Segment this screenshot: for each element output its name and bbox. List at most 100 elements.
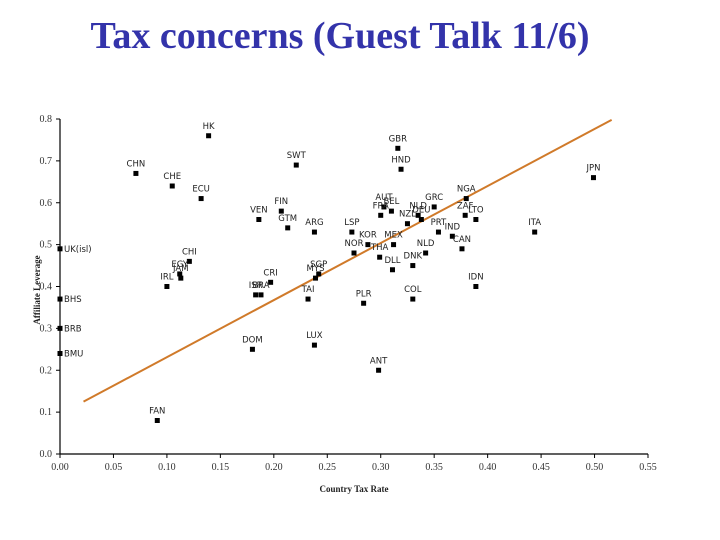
data-point: DOM bbox=[242, 335, 263, 352]
data-point: GRC bbox=[425, 193, 443, 210]
data-point: CHE bbox=[163, 172, 181, 189]
x-tick-label: 0.35 bbox=[425, 462, 443, 473]
point-label: CHE bbox=[163, 172, 181, 182]
square-marker-icon bbox=[449, 233, 455, 239]
data-point: CRI bbox=[263, 268, 278, 285]
square-marker-icon bbox=[57, 351, 63, 356]
point-label: NZL bbox=[399, 210, 416, 220]
x-tick-label: 0.30 bbox=[372, 462, 390, 473]
square-marker-icon bbox=[178, 275, 184, 281]
data-point: HND bbox=[391, 155, 411, 172]
data-point: CAN bbox=[453, 235, 471, 252]
data-point: NLD bbox=[417, 239, 435, 256]
x-tick-label: 0.20 bbox=[265, 462, 283, 473]
square-marker-icon bbox=[378, 212, 384, 218]
square-marker-icon bbox=[590, 175, 596, 181]
point-label: FIN bbox=[274, 197, 288, 207]
square-marker-icon bbox=[459, 246, 465, 252]
data-point: ARG bbox=[305, 218, 324, 235]
square-marker-icon bbox=[365, 242, 371, 248]
data-point: AUT bbox=[375, 193, 393, 210]
point-label: CHN bbox=[127, 159, 146, 169]
square-marker-icon bbox=[431, 204, 437, 210]
square-marker-icon bbox=[376, 367, 382, 373]
square-marker-icon bbox=[57, 246, 63, 252]
x-tick-label: 0.25 bbox=[319, 462, 337, 473]
y-tick-label: 0.8 bbox=[40, 114, 53, 125]
data-point: DEU bbox=[412, 206, 430, 222]
data-point: BHS bbox=[57, 295, 82, 305]
square-marker-icon bbox=[462, 212, 468, 218]
point-label: ECU bbox=[192, 185, 210, 195]
square-marker-icon bbox=[186, 258, 192, 264]
point-label: KOR bbox=[359, 231, 377, 241]
point-label: UK(isl) bbox=[64, 245, 92, 255]
point-label: THA bbox=[370, 243, 389, 253]
data-point: FIN bbox=[274, 197, 288, 214]
data-point: BRB bbox=[57, 324, 82, 334]
data-point: ITA bbox=[528, 218, 541, 235]
slide-title: Tax concerns (Guest Talk 11/6) bbox=[90, 15, 590, 57]
square-marker-icon bbox=[57, 296, 63, 302]
square-marker-icon bbox=[253, 292, 259, 298]
data-point: GBR bbox=[389, 134, 407, 151]
data-point: JAM bbox=[172, 264, 189, 281]
data-point: LSP bbox=[344, 218, 359, 235]
point-label: PRT bbox=[431, 218, 447, 228]
data-point: BRA bbox=[252, 281, 270, 298]
square-marker-icon bbox=[423, 250, 429, 256]
point-label: LUX bbox=[306, 331, 323, 341]
x-tick-label: 0.15 bbox=[212, 462, 230, 473]
square-marker-icon bbox=[177, 271, 183, 277]
square-marker-icon bbox=[316, 271, 322, 277]
point-label: FRA bbox=[373, 201, 389, 211]
point-label: AUT bbox=[375, 193, 393, 203]
point-label: GRC bbox=[425, 193, 443, 203]
square-marker-icon bbox=[404, 221, 410, 227]
point-label: ZAF bbox=[457, 201, 474, 211]
square-marker-icon bbox=[388, 208, 394, 214]
data-point: VEN bbox=[250, 206, 268, 222]
data-point: CHN bbox=[127, 159, 146, 176]
point-label: BRB bbox=[64, 324, 82, 334]
point-label: BRA bbox=[252, 281, 269, 291]
point-label: COL bbox=[404, 285, 422, 295]
point-label: HND bbox=[391, 155, 411, 165]
point-label: ARG bbox=[305, 218, 323, 228]
y-tick-label: 0.3 bbox=[40, 323, 53, 334]
point-label: DOM bbox=[242, 335, 263, 345]
point-label: BHS bbox=[64, 295, 82, 305]
point-label: BEL bbox=[383, 197, 399, 207]
data-point: NGA bbox=[457, 185, 476, 202]
data-point: BMU bbox=[57, 350, 83, 360]
x-tick-label: 0.55 bbox=[639, 462, 657, 473]
point-label: NOR bbox=[345, 239, 364, 249]
square-marker-icon bbox=[198, 196, 204, 202]
point-label: EGY bbox=[171, 260, 189, 270]
point-label: BMU bbox=[64, 350, 83, 360]
square-marker-icon bbox=[133, 170, 139, 176]
point-label: DNK bbox=[404, 252, 423, 262]
data-point: MYS bbox=[307, 264, 324, 281]
data-point: DLL bbox=[384, 256, 401, 273]
square-marker-icon bbox=[154, 418, 160, 423]
point-label: SWT bbox=[287, 151, 307, 161]
square-marker-icon bbox=[57, 325, 63, 331]
data-point: HK bbox=[203, 122, 215, 139]
data-point: GTM bbox=[278, 214, 297, 231]
square-marker-icon bbox=[285, 225, 291, 231]
data-point: IDN bbox=[468, 273, 484, 289]
x-tick-label: 0.05 bbox=[105, 462, 123, 473]
data-points: HK CHN CHE ECU SWT GBR HND FIN VEN GTM ARG LSP AUTFR… bbox=[57, 122, 600, 423]
point-label: HK bbox=[203, 122, 215, 132]
y-tick-label: 0.1 bbox=[40, 407, 53, 418]
point-label: CRI bbox=[263, 268, 277, 278]
square-marker-icon bbox=[473, 217, 479, 222]
data-point: DNK bbox=[404, 252, 423, 269]
square-marker-icon bbox=[311, 229, 317, 235]
y-tick-label: 0.4 bbox=[40, 282, 53, 293]
data-point: SWT bbox=[287, 151, 307, 168]
point-label: GBR bbox=[389, 134, 407, 144]
data-point: COL bbox=[404, 285, 422, 302]
